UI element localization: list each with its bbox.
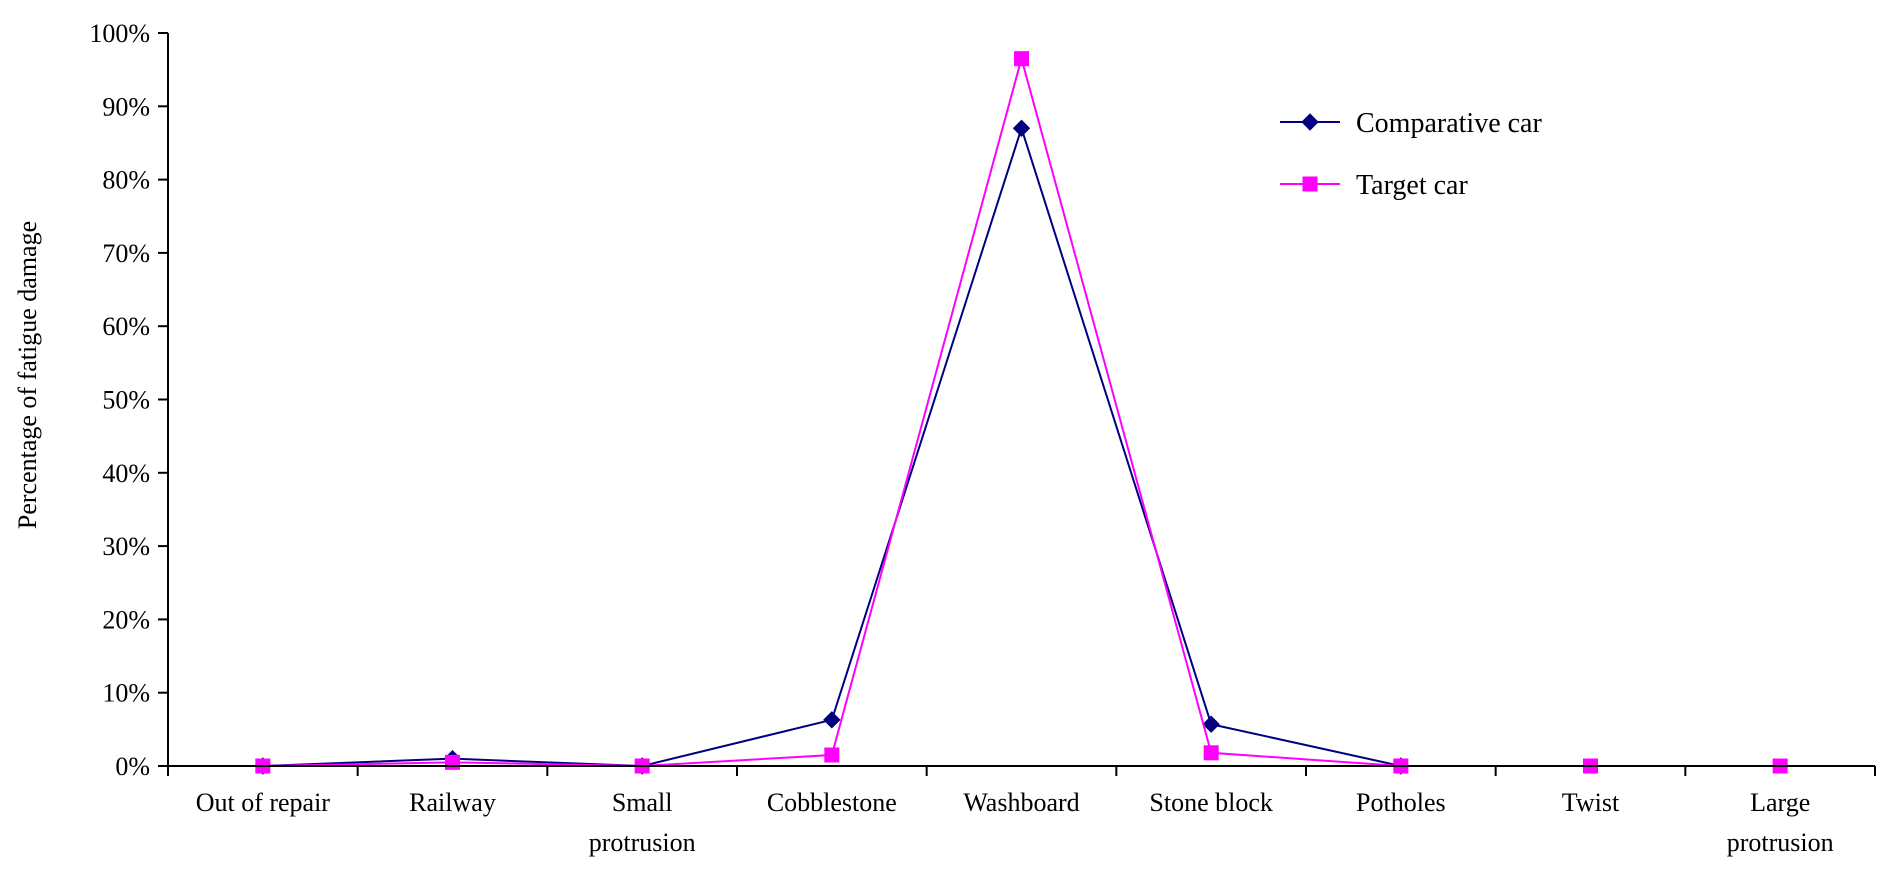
y-tick-label: 50% [102, 386, 150, 415]
series-line [262, 54, 1781, 768]
data-point [445, 754, 460, 770]
x-tick-label: Stone block [1149, 788, 1273, 817]
data-point [1012, 119, 1031, 137]
legend-marker [1301, 113, 1319, 131]
x-tick-label: Railway [409, 788, 496, 817]
x-tick-label: Twist [1562, 788, 1620, 817]
data-point [1014, 51, 1029, 67]
series-layer [254, 51, 1788, 775]
data-point [823, 711, 841, 729]
y-tick-label: 90% [102, 92, 150, 121]
x-tick-label: Potholes [1356, 788, 1446, 817]
legend-label: Comparative car [1356, 108, 1542, 139]
legend: Comparative car Target car [1280, 108, 1542, 201]
x-axis-ticks: Out of repair Railway Small protrusion Cobbl… [167, 766, 1876, 857]
y-tick-label: 100% [89, 19, 150, 48]
x-tick-label: Large protrusion [1727, 788, 1834, 857]
y-tick-label: 70% [102, 239, 150, 268]
x-tick-label: Small protrusion [589, 788, 696, 857]
y-axis-ticks: 0% 10% 20% 30% 40% 50% 60% 70% 80% 90% 100% [89, 19, 168, 781]
y-tick-label: 30% [102, 532, 150, 561]
y-tick-label: 40% [102, 459, 150, 488]
y-tick-label: 20% [102, 605, 150, 634]
series-2 [255, 51, 1788, 774]
data-point [1202, 715, 1220, 733]
x-tick-label: Out of repair [196, 788, 331, 817]
y-axis-title: Percentage of fatigue damage [13, 221, 42, 529]
series-1 [254, 119, 1410, 775]
x-tick-label: Cobblestone [767, 788, 897, 817]
data-point [824, 747, 840, 763]
y-tick-label: 80% [102, 166, 150, 195]
x-tick-label: Washboard [963, 788, 1079, 817]
legend-label: Target car [1356, 170, 1468, 201]
y-tick-label: 10% [102, 679, 150, 708]
y-tick-label: 60% [102, 312, 150, 341]
data-point [1203, 745, 1219, 761]
series-line [262, 125, 1402, 768]
y-tick-label: 0% [115, 752, 150, 781]
legend-marker [1302, 176, 1318, 192]
